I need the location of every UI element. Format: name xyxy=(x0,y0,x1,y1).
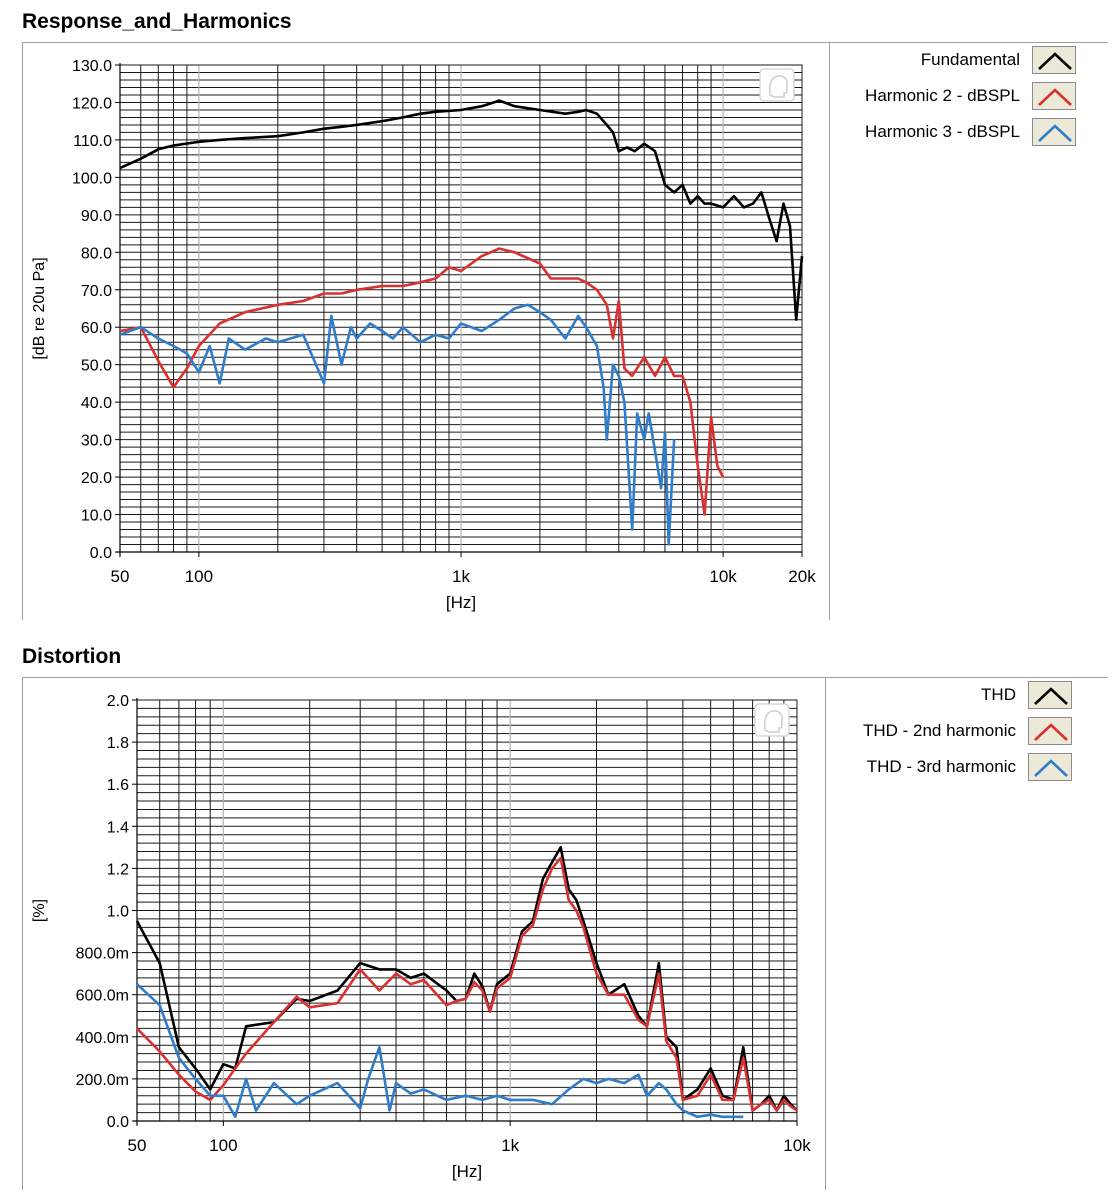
x-tick-label: 10k xyxy=(709,567,737,586)
legend-label: THD xyxy=(981,685,1016,704)
chart2-frame-top xyxy=(22,677,1108,678)
y-tick-label: 20.0 xyxy=(81,470,112,487)
y-tick-label: 2.0 xyxy=(107,693,129,710)
legend-line-sample xyxy=(1034,687,1068,705)
x-axis-label: [Hz] xyxy=(446,593,476,612)
y-tick-label: 800.0m xyxy=(76,946,129,963)
legend-swatch-icon[interactable] xyxy=(1032,118,1076,146)
chart1-legend-divider xyxy=(829,42,830,620)
series-line-2 xyxy=(119,247,725,516)
y-tick-label: 1.0 xyxy=(107,904,129,921)
legend-line-sample xyxy=(1038,88,1072,106)
y-tick-label: 1.6 xyxy=(107,777,129,794)
x-tick-label: 10k xyxy=(783,1136,811,1155)
x-tick-label: 100 xyxy=(185,567,213,586)
chart2-legend: THD THD - 2nd harmonic THD - 3rd harmonic xyxy=(826,681,1072,791)
series-line-3 xyxy=(119,303,676,546)
y-tick-label: 1.8 xyxy=(107,735,129,752)
legend-item[interactable]: THD xyxy=(981,681,1072,709)
x-tick-label: 50 xyxy=(111,567,130,586)
chart2-frame-left xyxy=(22,677,23,1190)
y-tick-label: 10.0 xyxy=(81,508,112,525)
y-tick-label: 0.0 xyxy=(90,545,112,562)
x-axis-label: [Hz] xyxy=(452,1162,482,1181)
legend-item[interactable]: Harmonic 3 - dBSPL xyxy=(865,118,1076,146)
y-tick-label: 90.0 xyxy=(81,208,112,225)
legend-item[interactable]: THD - 2nd harmonic xyxy=(863,717,1072,745)
x-tick-label: 50 xyxy=(128,1136,147,1155)
chart1-frame-left xyxy=(22,42,23,620)
legend-swatch-icon[interactable] xyxy=(1032,46,1076,74)
y-tick-label: 120.0 xyxy=(72,95,112,112)
legend-swatch-icon[interactable] xyxy=(1028,681,1072,709)
chart1-title: Response_and_Harmonics xyxy=(22,10,292,33)
chart1-legend: Fundamental Harmonic 2 - dBSPL Harmonic 3 … xyxy=(830,46,1076,156)
y-tick-label: 100.0 xyxy=(72,170,112,187)
y-tick-label: 80.0 xyxy=(81,245,112,262)
legend-line-sample xyxy=(1034,759,1068,777)
chart2-title: Distortion xyxy=(22,645,122,668)
y-tick-label: 1.2 xyxy=(107,861,129,878)
y-tick-label: 60.0 xyxy=(81,320,112,337)
legend-line-sample xyxy=(1038,52,1072,70)
grid xyxy=(137,700,797,1121)
chart2-legend-divider xyxy=(825,677,826,1190)
y-tick-label: 30.0 xyxy=(81,433,112,450)
y-tick-label: 50.0 xyxy=(81,358,112,375)
axes: 0.0 10.0 20.0 30.0 40.0 50.0 60.0 70.0 80.0 90.0 1… xyxy=(72,58,816,586)
axes: 0.0 200.0m 400.0m 600.0m 800.0m 1.0 1.2 1.4 1.6 1… xyxy=(76,693,812,1155)
y-tick-label: 70.0 xyxy=(81,283,112,300)
legend-line-sample xyxy=(1038,124,1072,142)
legend-swatch-icon[interactable] xyxy=(1032,82,1076,110)
legend-item[interactable]: THD - 3rd harmonic xyxy=(867,753,1072,781)
y-tick-label: 600.0m xyxy=(76,988,129,1005)
y-tick-label: 0.0 xyxy=(107,1114,129,1131)
y-tick-label: 130.0 xyxy=(72,58,112,75)
chart1-frame-top xyxy=(22,42,1108,43)
x-tick-label: 100 xyxy=(209,1136,237,1155)
y-tick-label: 200.0m xyxy=(76,1072,129,1089)
legend-swatch-icon[interactable] xyxy=(1028,753,1072,781)
grid xyxy=(120,65,802,552)
series-line-1 xyxy=(119,99,804,322)
legend-label: Harmonic 3 - dBSPL xyxy=(865,122,1020,141)
series-line-3 xyxy=(136,983,744,1119)
series-line-2 xyxy=(136,856,798,1112)
y-tick-label: 1.4 xyxy=(107,819,129,836)
legend-label: THD - 2nd harmonic xyxy=(862,721,1016,740)
legend-label: THD - 3rd harmonic xyxy=(866,757,1016,776)
response-harmonics-chart: 0.0 10.0 20.0 30.0 40.0 50.0 60.0 70.0 80.0 90.0 1… xyxy=(31,58,816,612)
y-tick-label: 400.0m xyxy=(76,1030,129,1047)
y-tick-label: 40.0 xyxy=(81,395,112,412)
legend-swatch-icon[interactable] xyxy=(1028,717,1072,745)
x-tick-label: 1k xyxy=(501,1136,519,1155)
legend-label: Harmonic 2 - dBSPL xyxy=(865,86,1020,105)
y-axis-label: [%] xyxy=(31,899,48,922)
legend-item[interactable]: Harmonic 2 - dBSPL xyxy=(865,82,1076,110)
person-head-icon xyxy=(754,703,790,737)
y-tick-label: 110.0 xyxy=(73,133,112,150)
y-axis-label: [dB re 20u Pa] xyxy=(31,257,48,359)
legend-line-sample xyxy=(1034,723,1068,741)
legend-item[interactable]: Fundamental xyxy=(921,46,1076,74)
x-tick-label: 1k xyxy=(452,567,470,586)
series-line-1 xyxy=(135,846,798,1112)
distortion-chart: 0.0 200.0m 400.0m 600.0m 800.0m 1.0 1.2 1.4 1.6 1… xyxy=(31,693,812,1181)
person-head-icon xyxy=(759,68,795,102)
legend-label: Fundamental xyxy=(920,50,1020,69)
x-tick-label: 20k xyxy=(788,567,816,586)
